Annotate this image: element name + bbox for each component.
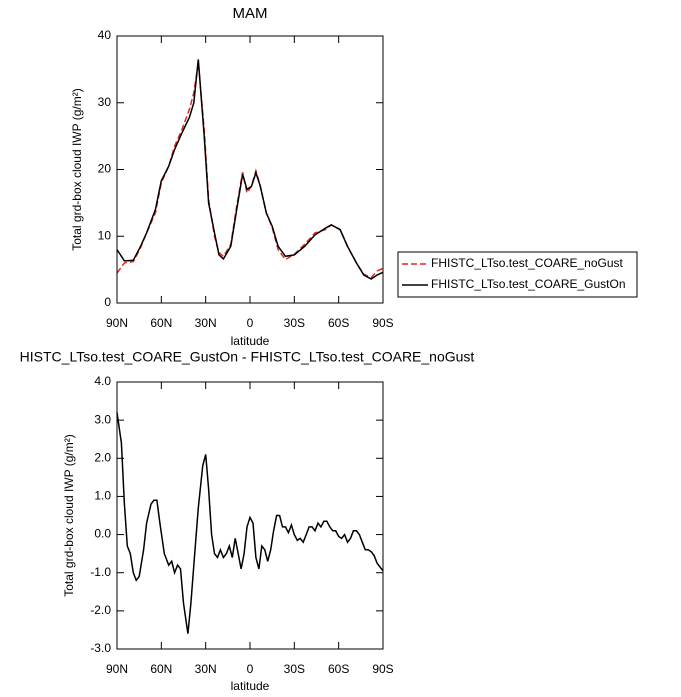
legend-label: FHISTC_LTso.test_COARE_noGust — [431, 256, 624, 270]
x-tick-label: 90N — [106, 316, 128, 330]
chart-title: MAM — [233, 5, 268, 22]
y-tick-label: 0 — [104, 295, 111, 309]
y-tick-label: 10 — [98, 228, 112, 242]
x-tick-label: 90N — [106, 662, 128, 676]
y-tick-label: 30 — [98, 95, 112, 109]
x-tick-label: 60N — [150, 316, 172, 330]
y-tick-label: -1.0 — [90, 565, 111, 579]
x-tick-label: 60S — [328, 316, 349, 330]
x-tick-label: 90S — [372, 662, 393, 676]
y-tick-label: 2.0 — [94, 450, 111, 464]
x-axis-label: latitude — [231, 334, 270, 348]
y-tick-label: 3.0 — [94, 412, 111, 426]
legend-box — [397, 251, 638, 298]
y-tick-label: 40 — [98, 28, 112, 42]
x-tick-label: 0 — [247, 662, 254, 676]
series-line — [116, 412, 384, 634]
series-line — [116, 62, 384, 279]
series-line — [116, 59, 384, 280]
y-tick-label: -2.0 — [90, 603, 111, 617]
x-tick-label: 30N — [195, 662, 217, 676]
y-axis-label: Total grd-box cloud IWP (g/m²) — [62, 434, 76, 597]
legend-label: FHISTC_LTso.test_COARE_GustOn — [431, 277, 626, 291]
y-tick-label: -3.0 — [90, 641, 111, 655]
x-tick-label: 30S — [284, 662, 305, 676]
y-tick-label: 0.0 — [94, 527, 111, 541]
x-tick-label: 60N — [150, 662, 172, 676]
y-tick-label: 20 — [98, 162, 112, 176]
x-tick-label: 60S — [328, 662, 349, 676]
y-axis-label: Total grd-box cloud IWP (g/m²) — [70, 88, 84, 251]
chart-title: HISTC_LTso.test_COARE_GustOn - FHISTC_LT… — [20, 349, 475, 365]
y-tick-label: 4.0 — [94, 374, 111, 388]
x-tick-label: 30N — [195, 316, 217, 330]
x-axis-label: latitude — [231, 679, 270, 693]
x-tick-label: 0 — [247, 316, 254, 330]
x-tick-label: 30S — [284, 316, 305, 330]
y-tick-label: 1.0 — [94, 489, 111, 503]
x-tick-label: 90S — [372, 316, 393, 330]
plot-frame — [116, 35, 384, 304]
plot-frame — [116, 381, 384, 650]
